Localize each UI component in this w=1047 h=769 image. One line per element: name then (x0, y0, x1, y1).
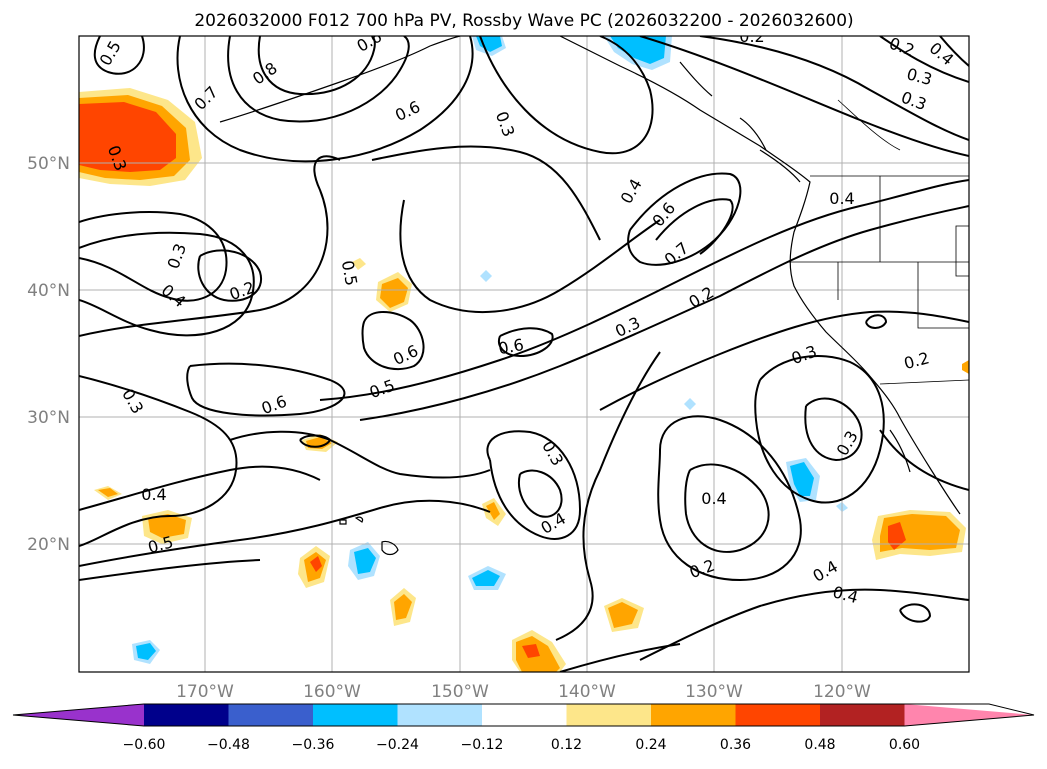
colorbar-tick-label: −0.48 (207, 737, 250, 753)
lat-label: 40°N (27, 281, 70, 301)
colorbar-tick-label: −0.60 (123, 737, 166, 753)
colorbar-segment (144, 704, 229, 726)
colorbar-tick-label: −0.24 (376, 737, 419, 753)
colorbar-tick-label: 0.36 (720, 737, 751, 753)
colorbar-tick-label: −0.12 (461, 737, 504, 753)
lon-label: 120°W (813, 682, 871, 702)
lat-label: 20°N (27, 535, 70, 555)
contour-label: 0.6 (497, 335, 525, 358)
graticule (79, 36, 969, 672)
coastlines (219, 36, 961, 556)
latitude-labels: 50°N 40°N 30°N 20°N (27, 154, 70, 555)
lat-label: 50°N (27, 154, 70, 174)
colorbar-segment (397, 704, 482, 726)
lon-label: 160°W (303, 682, 361, 702)
political-borders (786, 99, 969, 385)
colorbar: −0.60 −0.48 −0.36 −0.24 −0.12 0.12 0.24 … (12, 703, 1035, 753)
contour-label: 0.4 (829, 189, 854, 208)
positive-anomaly-northwest (79, 88, 202, 186)
colorbar-ticks: −0.60 −0.48 −0.36 −0.24 −0.12 0.12 0.24 … (123, 737, 921, 753)
contour-label: 0.5 (338, 259, 361, 287)
colorbar-segment (820, 704, 905, 726)
colorbar-segment (13, 704, 144, 726)
lon-label: 130°W (685, 682, 743, 702)
map-area: 0.5 0.6 0.8 0.7 0.6 0.3 0.2 0.3 0.4 0.3 … (79, 27, 969, 672)
longitude-labels: 170°W 160°W 150°W 140°W 130°W 120°W (176, 682, 871, 702)
colorbar-tick-label: 0.48 (804, 737, 835, 753)
positive-anomaly-blobs (94, 258, 969, 672)
colorbar-tick-label: 0.12 (551, 737, 582, 753)
figure-title: 2026032000 F012 700 hPa PV, Rossby Wave … (194, 11, 853, 31)
lon-label: 170°W (176, 682, 234, 702)
lon-label: 150°W (431, 682, 489, 702)
colorbar-tick-label: 0.60 (889, 737, 920, 753)
shaded-anomaly-regions (79, 36, 969, 672)
contour-label: 0.4 (141, 485, 166, 504)
colorbar-segment (228, 704, 313, 726)
colorbar-segment (651, 704, 736, 726)
colorbar-segment (566, 704, 651, 726)
colorbar-segment (313, 704, 398, 726)
colorbar-segment (904, 704, 1034, 726)
negative-anomaly-blobs (132, 36, 848, 664)
pv-contours (79, 36, 969, 672)
colorbar-tick-label: 0.24 (635, 737, 666, 753)
contour-label: 0.2 (739, 27, 764, 46)
colorbar-segment (482, 704, 567, 726)
colorbar-segment (735, 704, 820, 726)
colorbar-tick-label: −0.36 (292, 737, 335, 753)
lat-label: 30°N (27, 408, 70, 428)
lon-label: 140°W (558, 682, 616, 702)
map-frame (78, 35, 970, 673)
colorbar-outline (12, 703, 1035, 727)
contour-label: 0.4 (701, 489, 726, 508)
